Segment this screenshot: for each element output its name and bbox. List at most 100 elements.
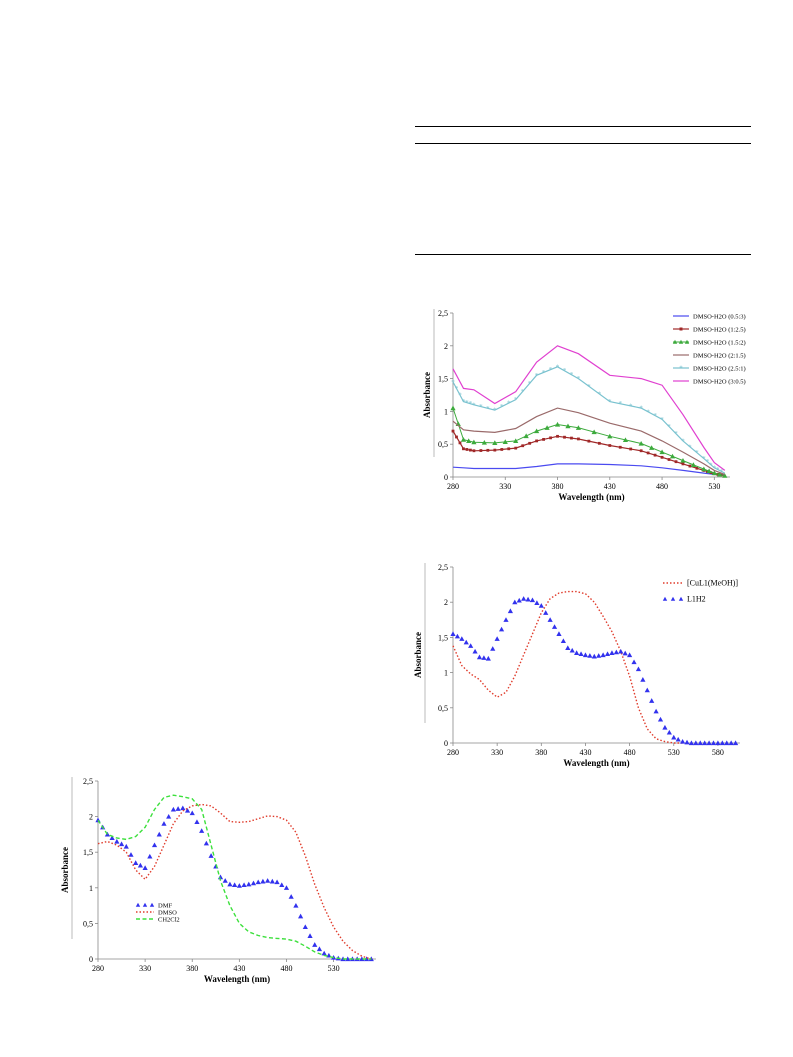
data-point <box>175 806 181 811</box>
data-point: * <box>563 367 567 375</box>
x-tick-label: 330 <box>499 482 511 491</box>
data-point <box>639 449 643 453</box>
legend-swatch <box>149 902 155 907</box>
x-tick-label: 430 <box>604 482 616 491</box>
data-point <box>644 687 650 693</box>
data-point: * <box>587 383 591 391</box>
data-point <box>693 740 699 746</box>
data-point: * <box>577 375 581 383</box>
table-rule-header <box>415 143 751 144</box>
x-axis-label: Wavelength (nm) <box>558 492 624 502</box>
data-point <box>521 444 525 448</box>
solvent-ratio-absorbance-chart: 0 0,5 1 1,5 2 2,5 280 330 380 430 480 530 Wavelength… <box>422 309 746 502</box>
legend-swatch <box>678 596 684 601</box>
legend-swatch <box>672 339 678 344</box>
data-point <box>688 740 695 746</box>
data-point: * <box>660 416 664 424</box>
data-point <box>613 649 619 655</box>
data-point <box>649 445 655 450</box>
y-tick-label: 1,5 <box>438 375 448 384</box>
data-point <box>618 648 624 654</box>
y-tick-label: 0,5 <box>83 919 93 928</box>
data-point <box>547 617 553 622</box>
legend-label: DMSO-H2O (0.5:3) <box>693 314 746 321</box>
data-point <box>472 449 476 453</box>
data-point <box>298 913 304 919</box>
data-point <box>600 652 606 658</box>
data-point: * <box>681 437 685 445</box>
y-tick-label: 0 <box>89 955 93 964</box>
x-axis-label: Wavelength (nm) <box>204 974 270 984</box>
y-axis-label: Absorbance <box>60 847 70 893</box>
data-point: * <box>500 403 504 411</box>
data-point <box>680 738 686 744</box>
data-point <box>279 882 285 888</box>
legend-swatch <box>135 902 141 907</box>
data-point <box>705 470 709 473</box>
data-point <box>649 698 655 703</box>
data-point <box>494 636 500 641</box>
y-tick-label: 0 <box>444 473 448 482</box>
series-line <box>452 407 726 475</box>
data-point <box>695 466 699 470</box>
x-tick-label: 330 <box>139 964 151 973</box>
data-point: * <box>598 390 602 398</box>
legend-swatch <box>670 596 676 601</box>
data-point: * <box>716 466 720 474</box>
data-point <box>250 880 257 886</box>
legend: DMSO-H2O (0.5:3) DMSO-H2O (1:2.5) DMSO-H2O… <box>672 314 746 386</box>
data-point: * <box>618 400 622 408</box>
data-point: * <box>629 402 633 410</box>
data-point <box>184 807 191 813</box>
data-point <box>551 624 558 629</box>
data-point <box>302 924 308 930</box>
data-point: * <box>455 385 459 393</box>
data-point <box>481 655 487 660</box>
data-point <box>476 654 483 660</box>
data-point <box>498 626 505 632</box>
data-point <box>659 449 665 455</box>
data-point: * <box>556 363 560 371</box>
data-point <box>525 596 531 602</box>
data-point <box>715 740 721 746</box>
x-tick-label: 380 <box>186 964 198 973</box>
data-point <box>128 852 134 857</box>
series-line <box>452 366 726 474</box>
data-point <box>471 439 477 445</box>
data-point <box>469 448 472 452</box>
data-point <box>529 597 536 603</box>
data-point <box>133 860 139 865</box>
data-point <box>288 894 294 899</box>
data-point <box>640 677 646 682</box>
data-point <box>199 828 205 833</box>
data-point <box>706 468 712 474</box>
data-point <box>265 878 271 883</box>
data-point <box>507 608 513 614</box>
data-point <box>156 831 162 837</box>
x-tick-label: 330 <box>491 748 503 757</box>
data-point <box>544 425 550 430</box>
data-point <box>293 903 299 908</box>
data-point <box>563 435 566 439</box>
data-point <box>363 956 370 962</box>
data-point <box>222 878 228 883</box>
y-tick-label: 2,5 <box>438 309 448 318</box>
series-line <box>452 590 683 744</box>
data-point: * <box>653 412 657 420</box>
y-tick-label: 1 <box>89 884 93 893</box>
data-point <box>657 716 664 722</box>
data-point <box>716 471 723 477</box>
data-point <box>722 473 728 478</box>
data-point: * <box>465 399 469 407</box>
data-point: * <box>507 400 511 408</box>
data-point <box>646 451 650 455</box>
data-point <box>161 821 167 826</box>
x-tick-label: 430 <box>579 748 591 757</box>
data-point <box>246 881 252 887</box>
data-point: * <box>451 378 455 386</box>
data-point <box>512 599 518 605</box>
legend-label: DMSO <box>158 910 177 917</box>
data-point <box>283 885 290 890</box>
data-point <box>507 447 511 451</box>
data-point <box>587 653 593 658</box>
